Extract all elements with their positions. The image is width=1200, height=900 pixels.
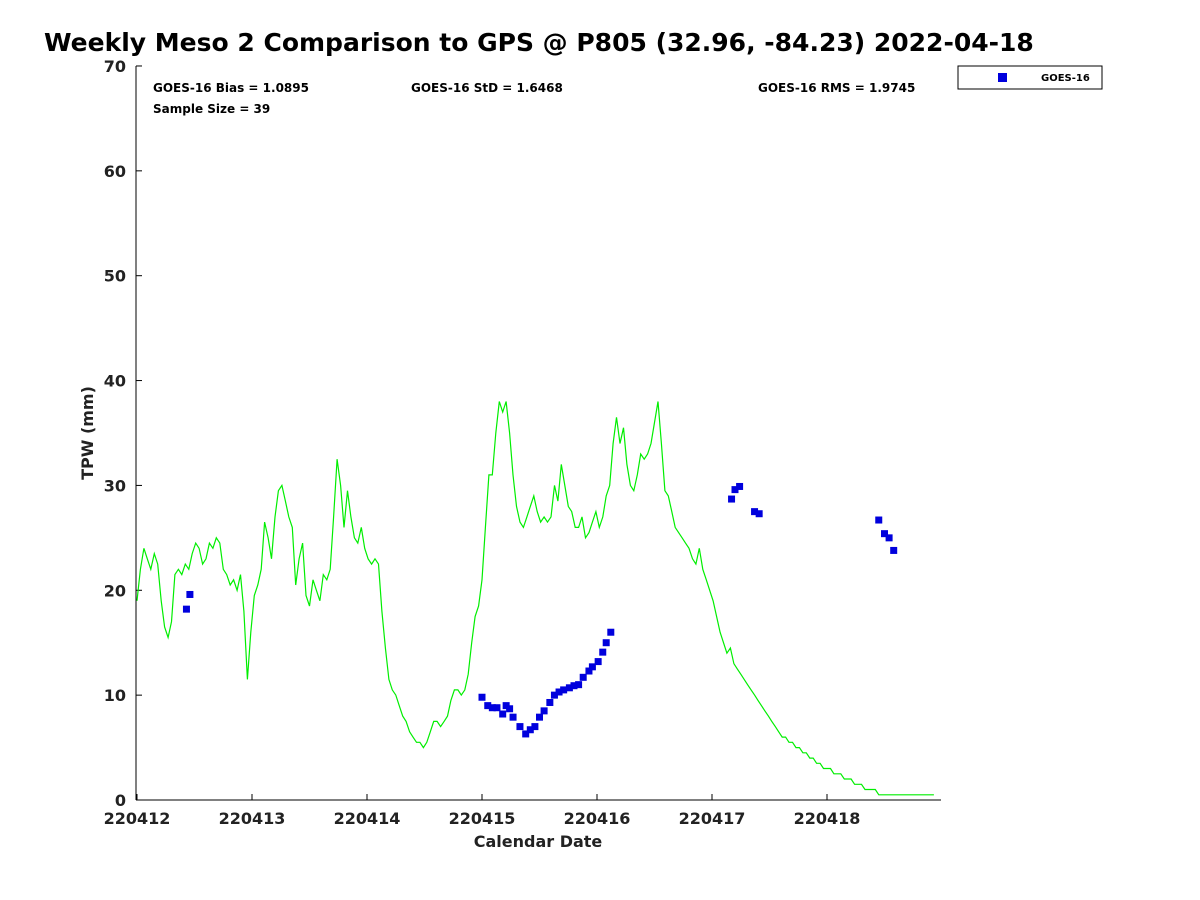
goes-16-point xyxy=(890,546,898,554)
x-tick-label: 220413 xyxy=(219,809,286,828)
goes-16-point xyxy=(509,713,517,721)
goes-16-point xyxy=(599,648,607,656)
legend-label: GOES-16 xyxy=(1041,73,1090,84)
goes-16-point xyxy=(499,710,507,718)
axes xyxy=(135,66,941,801)
goes-16-point xyxy=(531,723,539,731)
y-tick-label: 60 xyxy=(104,162,126,181)
gps-tpw-line xyxy=(136,401,934,796)
goes-16-point xyxy=(881,530,888,538)
x-tick-label: 220415 xyxy=(449,809,516,828)
x-tick-label: 220418 xyxy=(794,809,861,828)
x-ticks: 220412 220413 220414 220415 220416 220417 2204… xyxy=(104,794,861,828)
goes-16-point xyxy=(522,730,530,738)
sample-size-text: Sample Size = 39 xyxy=(153,102,270,116)
y-axis-label: TPW (mm) xyxy=(78,386,97,480)
goes-16-point xyxy=(186,590,194,598)
goes-16-point xyxy=(536,713,543,721)
goes-16-point xyxy=(484,702,492,710)
goes-16-point xyxy=(516,723,524,731)
goes-16-point xyxy=(526,726,534,734)
goes-16-point xyxy=(555,688,563,696)
chart-title: Weekly Meso 2 Comparison to GPS @ P805 (… xyxy=(44,28,1034,57)
goes-16-point xyxy=(478,693,486,701)
y-tick-label: 10 xyxy=(104,686,126,705)
goes-16-point xyxy=(755,510,763,518)
x-tick-label: 220412 xyxy=(104,809,171,828)
goes-16-point xyxy=(575,681,583,689)
goes-16-point xyxy=(585,667,593,675)
goes-16-point xyxy=(182,605,190,613)
y-tick-label: 40 xyxy=(104,372,126,391)
y-tick-label: 70 xyxy=(104,57,126,76)
y-tick-label: 20 xyxy=(104,581,126,600)
y-ticks: 0 10 20 30 40 50 60 70 xyxy=(104,57,142,810)
goes-16-point xyxy=(885,534,893,542)
goes-16-point xyxy=(570,682,578,690)
y-tick-label: 50 xyxy=(104,267,126,286)
y-tick-label: 0 xyxy=(115,791,126,810)
goes-16-point xyxy=(560,686,568,694)
stats-box: GOES-16 Bias = 1.0895 GOES-16 StD = 1.64… xyxy=(153,81,915,116)
gps-series xyxy=(136,401,934,796)
goes-16-point xyxy=(731,486,739,494)
goes-16-point xyxy=(565,684,573,692)
goes-16-point xyxy=(550,691,558,699)
y-tick-label: 30 xyxy=(104,476,126,495)
goes-16-point xyxy=(493,704,501,712)
goes-16-point xyxy=(736,482,744,490)
goes-16-point xyxy=(588,663,596,671)
goes-16-point xyxy=(607,628,615,636)
x-tick-label: 220414 xyxy=(334,809,401,828)
x-axis-label: Calendar Date xyxy=(474,832,603,851)
std-text: GOES-16 StD = 1.6468 xyxy=(411,81,563,95)
legend-box xyxy=(957,65,1103,90)
x-tick-label: 220416 xyxy=(564,809,631,828)
x-tick-label: 220417 xyxy=(679,809,746,828)
bias-text: GOES-16 Bias = 1.0895 xyxy=(153,81,309,95)
rms-text: GOES-16 RMS = 1.9745 xyxy=(758,81,915,95)
goes-16-point xyxy=(751,508,759,516)
goes-16-point xyxy=(875,516,883,524)
goes-16-point xyxy=(579,673,587,681)
goes-16-point xyxy=(594,658,602,666)
goes-16-point xyxy=(506,705,514,713)
goes-16-point xyxy=(488,704,496,712)
goes-16-point xyxy=(546,698,554,706)
goes-16-point xyxy=(728,495,736,503)
legend: GOES-16 xyxy=(957,65,1103,90)
goes-16-point xyxy=(540,707,548,715)
goes-16-point xyxy=(602,639,610,647)
goes-16-series xyxy=(182,482,898,738)
legend-marker xyxy=(998,73,1007,82)
